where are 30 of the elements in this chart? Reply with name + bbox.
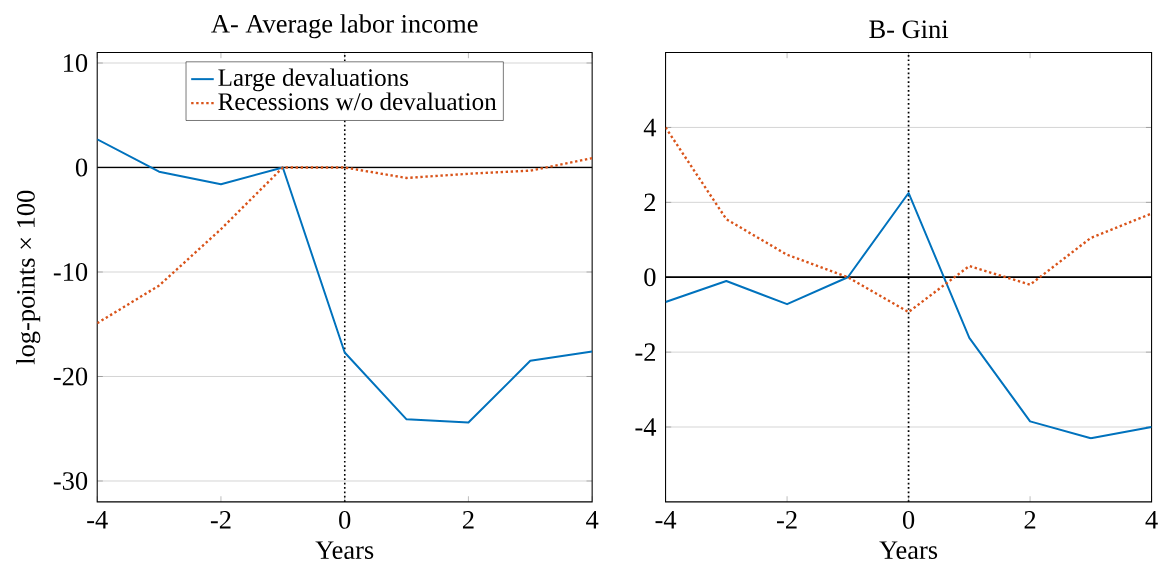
x-tick-label: 4 xyxy=(586,510,599,529)
y-tick-label: 10 xyxy=(64,53,88,72)
line-series xyxy=(665,191,1152,440)
x-tick-label: 4 xyxy=(1145,510,1158,529)
x-tick-label: -4 xyxy=(87,510,108,529)
chart-title: A- Average labor income xyxy=(211,13,478,39)
y-axis-title: log-points × 100 xyxy=(16,190,41,365)
legend-label: Recessions w/o devaluation xyxy=(218,92,497,111)
x-tick-label: -2 xyxy=(210,510,231,529)
x-tick-label: 0 xyxy=(339,510,351,529)
y-tick-label: 2 xyxy=(644,193,656,211)
chart-title: B- Gini xyxy=(869,20,949,39)
line-series xyxy=(97,138,593,424)
y-tick-label: -4 xyxy=(635,418,657,436)
y-tick-label: 0 xyxy=(75,158,88,177)
y-tick-label: -20 xyxy=(53,367,88,386)
y-tick-label: 0 xyxy=(644,268,656,286)
x-tick-label: -2 xyxy=(777,510,797,529)
y-tick-label: -10 xyxy=(53,262,88,281)
x-axis-title: Years xyxy=(879,541,938,559)
x-axis-title: Years xyxy=(315,541,374,559)
x-tick-label: 0 xyxy=(902,510,915,529)
x-tick-label: 2 xyxy=(1024,510,1036,529)
legend-label: Large devaluations xyxy=(218,68,409,92)
y-tick-label: -2 xyxy=(635,343,656,361)
y-tick-label: 4 xyxy=(643,118,657,136)
x-tick-label: 2 xyxy=(462,510,474,529)
line-series xyxy=(665,126,1152,314)
line-series xyxy=(97,156,593,325)
y-tick-label: -30 xyxy=(53,471,88,490)
